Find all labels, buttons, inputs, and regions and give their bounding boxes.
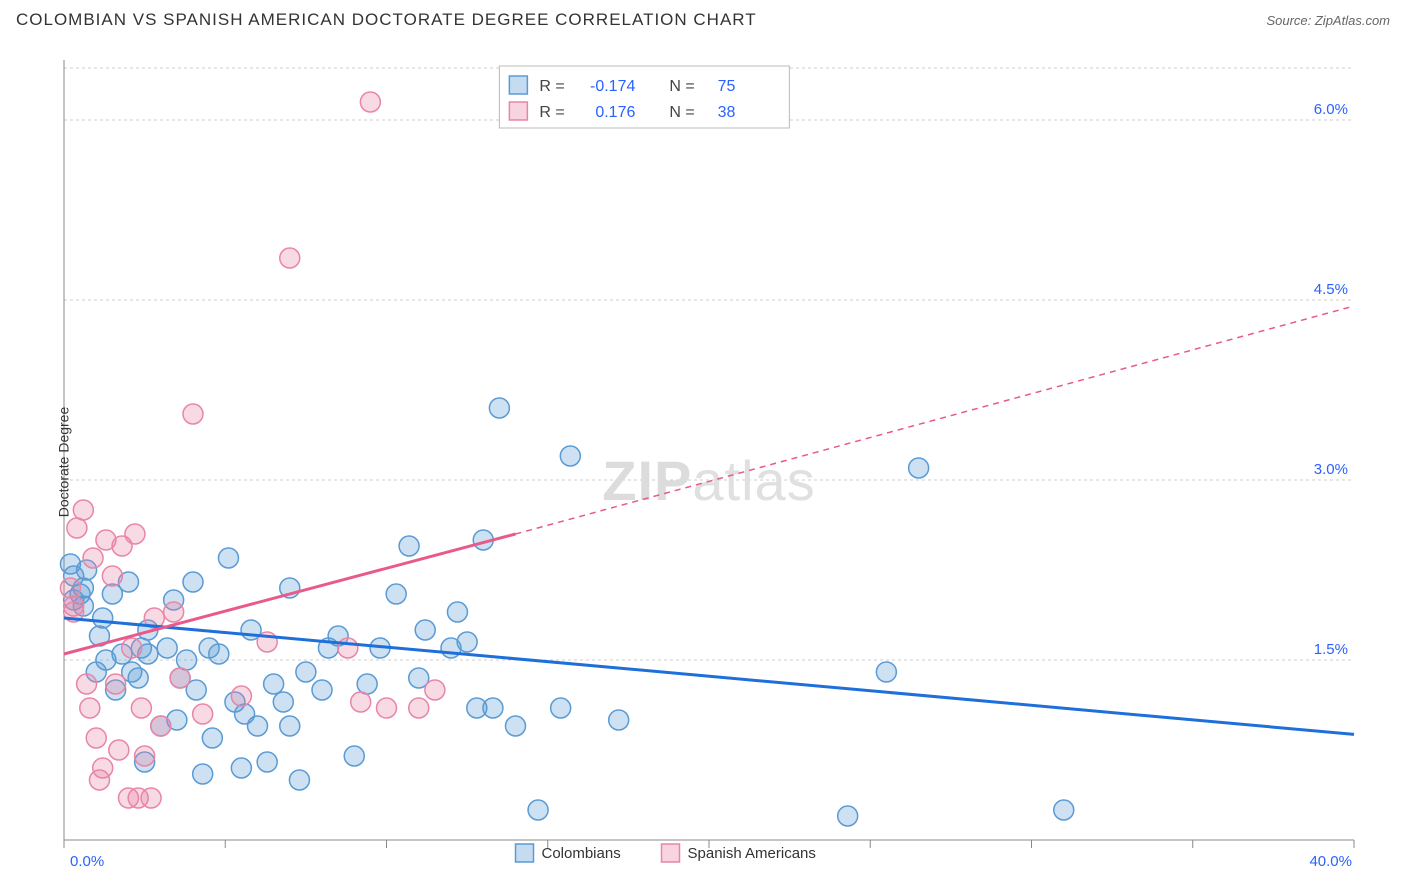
scatter-point	[80, 698, 100, 718]
scatter-point	[377, 698, 397, 718]
scatter-point	[312, 680, 332, 700]
scatter-point	[122, 638, 142, 658]
scatter-point	[386, 584, 406, 604]
bottom-legend-swatch	[516, 844, 534, 862]
source-attribution: Source: ZipAtlas.com	[1266, 13, 1390, 28]
scatter-point	[280, 716, 300, 736]
legend-swatch	[509, 76, 527, 94]
scatter-point	[360, 92, 380, 112]
scatter-point	[296, 662, 316, 682]
scatter-point	[838, 806, 858, 826]
legend-r-value: 0.176	[595, 104, 635, 121]
legend-r-value: -0.174	[590, 78, 635, 95]
x-tick-min: 0.0%	[70, 853, 104, 870]
y-tick-label: 3.0%	[1314, 461, 1348, 478]
scatter-point	[106, 674, 126, 694]
scatter-point	[409, 698, 429, 718]
legend-swatch	[509, 102, 527, 120]
scatter-point	[131, 698, 151, 718]
bottom-legend-label: Colombians	[542, 845, 621, 862]
scatter-point	[67, 518, 87, 538]
scatter-point	[193, 764, 213, 784]
scatter-point	[248, 716, 268, 736]
scatter-point	[264, 674, 284, 694]
scatter-point	[86, 728, 106, 748]
scatter-point	[231, 686, 251, 706]
scatter-point	[218, 548, 238, 568]
scatter-point	[170, 668, 190, 688]
scatter-point	[273, 692, 293, 712]
scatter-point	[231, 758, 251, 778]
scatter-point	[60, 578, 80, 598]
scatter-point	[447, 602, 467, 622]
y-tick-label: 4.5%	[1314, 281, 1348, 298]
scatter-point	[483, 698, 503, 718]
legend-n-value: 38	[718, 104, 736, 121]
y-tick-label: 1.5%	[1314, 641, 1348, 658]
y-tick-label: 6.0%	[1314, 101, 1348, 118]
scatter-point	[257, 752, 277, 772]
scatter-point	[128, 668, 148, 688]
watermark: ZIPatlas	[602, 449, 815, 512]
scatter-point	[357, 674, 377, 694]
legend-n-label: N =	[669, 78, 694, 95]
scatter-point	[125, 524, 145, 544]
y-axis-label: Doctorate Degree	[55, 407, 71, 518]
scatter-point	[289, 770, 309, 790]
legend-n-value: 75	[718, 78, 736, 95]
scatter-point	[344, 746, 364, 766]
trend-line-spanish-solid	[64, 534, 516, 654]
scatter-point	[909, 458, 929, 478]
legend-n-label: N =	[669, 104, 694, 121]
x-tick-max: 40.0%	[1309, 853, 1352, 870]
scatter-point	[1054, 800, 1074, 820]
scatter-point	[77, 674, 97, 694]
bottom-legend-swatch	[662, 844, 680, 862]
scatter-point	[135, 746, 155, 766]
scatter-point	[183, 572, 203, 592]
scatter-point	[202, 728, 222, 748]
scatter-point	[141, 788, 161, 808]
scatter-point	[528, 800, 548, 820]
scatter-point	[399, 536, 419, 556]
scatter-point	[93, 608, 113, 628]
scatter-point	[93, 758, 113, 778]
scatter-point	[157, 638, 177, 658]
scatter-point	[209, 644, 229, 664]
scatter-point	[560, 446, 580, 466]
scatter-point	[164, 602, 184, 622]
correlation-scatter-chart: ZIPatlas 0.0% 40.0% 1.5% 3.0% 4.5% 6.0% R = -0.1…	[16, 40, 1392, 884]
scatter-point	[351, 692, 371, 712]
scatter-point	[73, 500, 93, 520]
scatter-point	[338, 638, 358, 658]
chart-title: COLOMBIAN VS SPANISH AMERICAN DOCTORATE …	[16, 10, 757, 30]
scatter-point	[193, 704, 213, 724]
scatter-point	[280, 248, 300, 268]
scatter-point	[489, 398, 509, 418]
scatter-point	[425, 680, 445, 700]
legend-r-label: R =	[539, 104, 564, 121]
scatter-point	[64, 596, 84, 616]
scatter-point	[109, 740, 129, 760]
scatter-point	[876, 662, 896, 682]
scatter-point	[183, 404, 203, 424]
legend-r-label: R =	[539, 78, 564, 95]
scatter-point	[551, 698, 571, 718]
scatter-point	[83, 548, 103, 568]
scatter-point	[609, 710, 629, 730]
scatter-point	[506, 716, 526, 736]
scatter-point	[151, 716, 171, 736]
scatter-point	[177, 650, 197, 670]
scatter-point	[102, 566, 122, 586]
bottom-legend-label: Spanish Americans	[688, 845, 816, 862]
scatter-point	[415, 620, 435, 640]
scatter-point	[457, 632, 477, 652]
